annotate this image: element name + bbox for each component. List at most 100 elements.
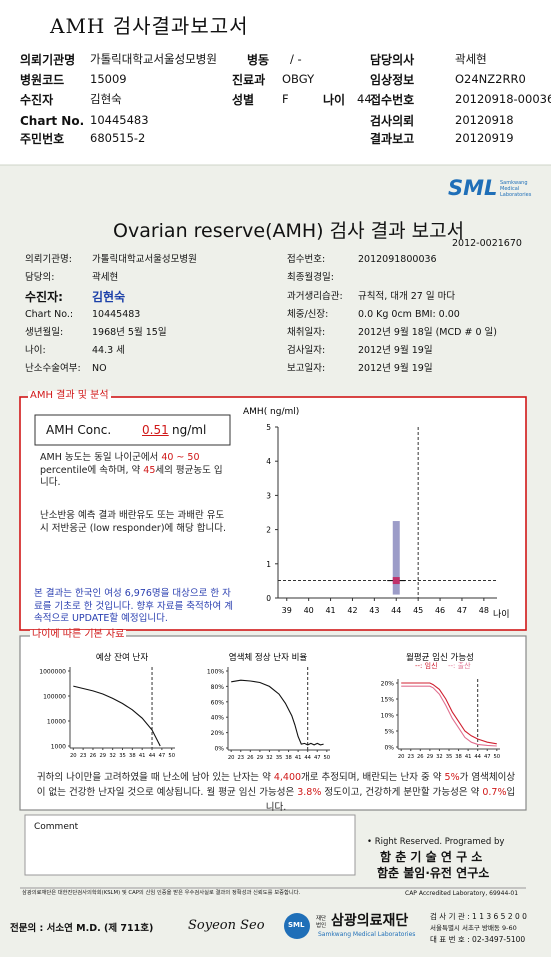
x-tick-label: 32 xyxy=(436,754,443,760)
x-tick-label: 29 xyxy=(257,755,264,761)
x-tick-label: 39 xyxy=(282,606,292,615)
header-value: 곽세현 xyxy=(455,52,487,66)
series-line xyxy=(401,685,497,747)
conc-box xyxy=(34,414,231,446)
y-tick-label: 15% xyxy=(381,697,395,704)
text-run: 개로 추정되며, 배란되는 난자 중 약 xyxy=(301,772,445,783)
text-run: 4,400 xyxy=(273,772,302,783)
header-label: 나이 xyxy=(323,93,346,107)
y-tick-label: 0 xyxy=(266,594,271,603)
field-label: 접수번호: xyxy=(287,254,326,265)
x-tick-label: 35 xyxy=(446,754,453,760)
field-value: 44.3 세 xyxy=(92,345,125,356)
header-value: F xyxy=(282,92,289,106)
section-title: 나이에 따른 기본 자료 xyxy=(30,629,127,640)
header-label: 접수번호 xyxy=(370,93,415,107)
footer-logo: SML xyxy=(288,921,305,929)
x-tick-label: 44 xyxy=(304,755,311,761)
text-run: AMH 농도는 동일 나이군에서 xyxy=(40,452,162,463)
header-label: 검사의뢰 xyxy=(370,114,415,128)
x-tick-label: 44 xyxy=(474,754,481,760)
x-tick-label: 47 xyxy=(159,753,166,759)
x-tick-label: 44 xyxy=(391,606,401,615)
y-tick-label: 0% xyxy=(384,745,394,752)
summary-text: 귀하의 나이만을 고려하였을 때 난소에 남아 있는 난자는 약 4,400개로… xyxy=(36,770,516,815)
logo-sub: Samkwang Medical Laboratories xyxy=(500,180,532,198)
conc-value: 0.51 xyxy=(142,423,169,437)
chart-title: 예상 잔여 난자 xyxy=(96,652,149,663)
x-tick-label: 26 xyxy=(247,755,254,761)
field-value: 김현숙 xyxy=(92,290,126,304)
response-text: 난소반응 예측 결과 배란유도 또는 과배란 유도시 저반응군 (low res… xyxy=(40,510,230,535)
header-label: 의뢰기관명 xyxy=(20,53,76,67)
x-tick-label: 23 xyxy=(237,755,244,761)
value-point xyxy=(392,577,400,585)
header-label: 성별 xyxy=(232,93,255,107)
x-tick-label: 42 xyxy=(347,606,357,615)
x-tick-label: 20 xyxy=(228,755,235,761)
contact: 대 표 번 호 : 02-3497-5100 xyxy=(430,935,526,944)
doctor: 전문의 : 서소연 M.D. (제 711호) xyxy=(10,923,154,934)
footer-logo-mark xyxy=(284,913,310,939)
text-run: 5% xyxy=(444,772,460,783)
field-value: 가톨릭대학교서울성모병원 xyxy=(92,254,197,265)
header-value: 가톨릭대학교서울성모병원 xyxy=(90,52,217,66)
x-tick-label: 32 xyxy=(266,755,273,761)
y-tick-label: 100000 xyxy=(43,694,66,701)
x-tick-label: 48 xyxy=(479,606,489,615)
x-tick-label: 26 xyxy=(417,754,424,760)
x-tick-label: 23 xyxy=(80,753,87,759)
field-value: 0.0 Kg 0cm BMI: 0.00 xyxy=(358,309,460,320)
field-value: 2012년 9월 19일 xyxy=(358,345,433,356)
x-axis-label: 나이 xyxy=(493,609,510,620)
field-value: 곽세현 xyxy=(92,272,119,283)
header-value: O24NZ2RR0 xyxy=(455,72,526,86)
header-value: 44 xyxy=(357,92,372,106)
text-run: 본 결과는 한국인 여성 6,976명을 대상으로 한 자료를 기초로 한 것입… xyxy=(34,588,233,624)
foundation: 삼광의료재단 xyxy=(331,913,409,929)
header-label: 병원코드 xyxy=(20,73,65,87)
x-tick-label: 47 xyxy=(457,606,467,615)
header-label: 임상정보 xyxy=(370,73,415,87)
basic-data-box xyxy=(19,635,527,811)
x-tick-label: 50 xyxy=(494,754,501,760)
field-label: 의뢰기관명: xyxy=(25,254,72,265)
field-label: 생년월일: xyxy=(25,327,64,338)
legend-entry: --: 임신 xyxy=(415,661,438,670)
field-value: 2012년 9월 19일 xyxy=(358,363,433,374)
field-label: 체중/신장: xyxy=(287,309,329,320)
note-text: 본 결과는 한국인 여성 6,976명을 대상으로 한 자료를 기초로 한 것입… xyxy=(34,588,234,626)
text-run: percentile에 속하며, 약 xyxy=(40,464,144,476)
chart-title: 월평균 임신 가능성 xyxy=(406,652,474,663)
x-tick-label: 38 xyxy=(129,753,136,759)
x-tick-label: 45 xyxy=(413,606,423,615)
y-tick-label: 10% xyxy=(381,713,395,720)
y-axis-label: AMH( ng/ml) xyxy=(243,407,299,417)
text-run: 40 ~ 50 xyxy=(161,452,200,463)
y-tick-label: 1 xyxy=(266,560,271,569)
text-run: 0.7% xyxy=(482,787,507,798)
header-label: 진료과 xyxy=(232,73,266,87)
credit-line: • Right Reserved. Programed by xyxy=(367,837,505,847)
y-tick-label: 100% xyxy=(207,669,224,676)
y-tick-label: 80% xyxy=(211,684,225,691)
series-line xyxy=(73,685,161,747)
field-label: 나이: xyxy=(25,345,46,356)
field-value: 규칙적, 대개 27 일 마다 xyxy=(358,291,456,302)
field-label: 채취일자: xyxy=(287,327,326,338)
header-label: 결과보고 xyxy=(370,132,415,146)
y-tick-label: 5 xyxy=(266,423,271,432)
x-tick-label: 35 xyxy=(276,755,283,761)
header-label: 주민번호 xyxy=(20,132,65,146)
header-value: 680515-2 xyxy=(90,131,146,145)
series-line xyxy=(401,682,497,745)
contact: 서울특별시 서초구 방배동 9-60 xyxy=(430,924,517,932)
report-title: Ovarian reserve(AMH) 검사 결과 보고서 xyxy=(113,220,465,242)
field-label: 최종월경일: xyxy=(287,272,334,283)
conc-unit: ng/ml xyxy=(172,423,207,437)
field-value: 2012년 9월 18일 (MCD # 0 일) xyxy=(358,327,497,338)
y-tick-label: 3 xyxy=(266,491,271,500)
credit-line: 함 춘 기 술 연 구 소 xyxy=(380,850,483,864)
signature: Soyeon Seo xyxy=(188,918,265,933)
text-run: 세의 평균농도 입니다. xyxy=(40,464,223,489)
